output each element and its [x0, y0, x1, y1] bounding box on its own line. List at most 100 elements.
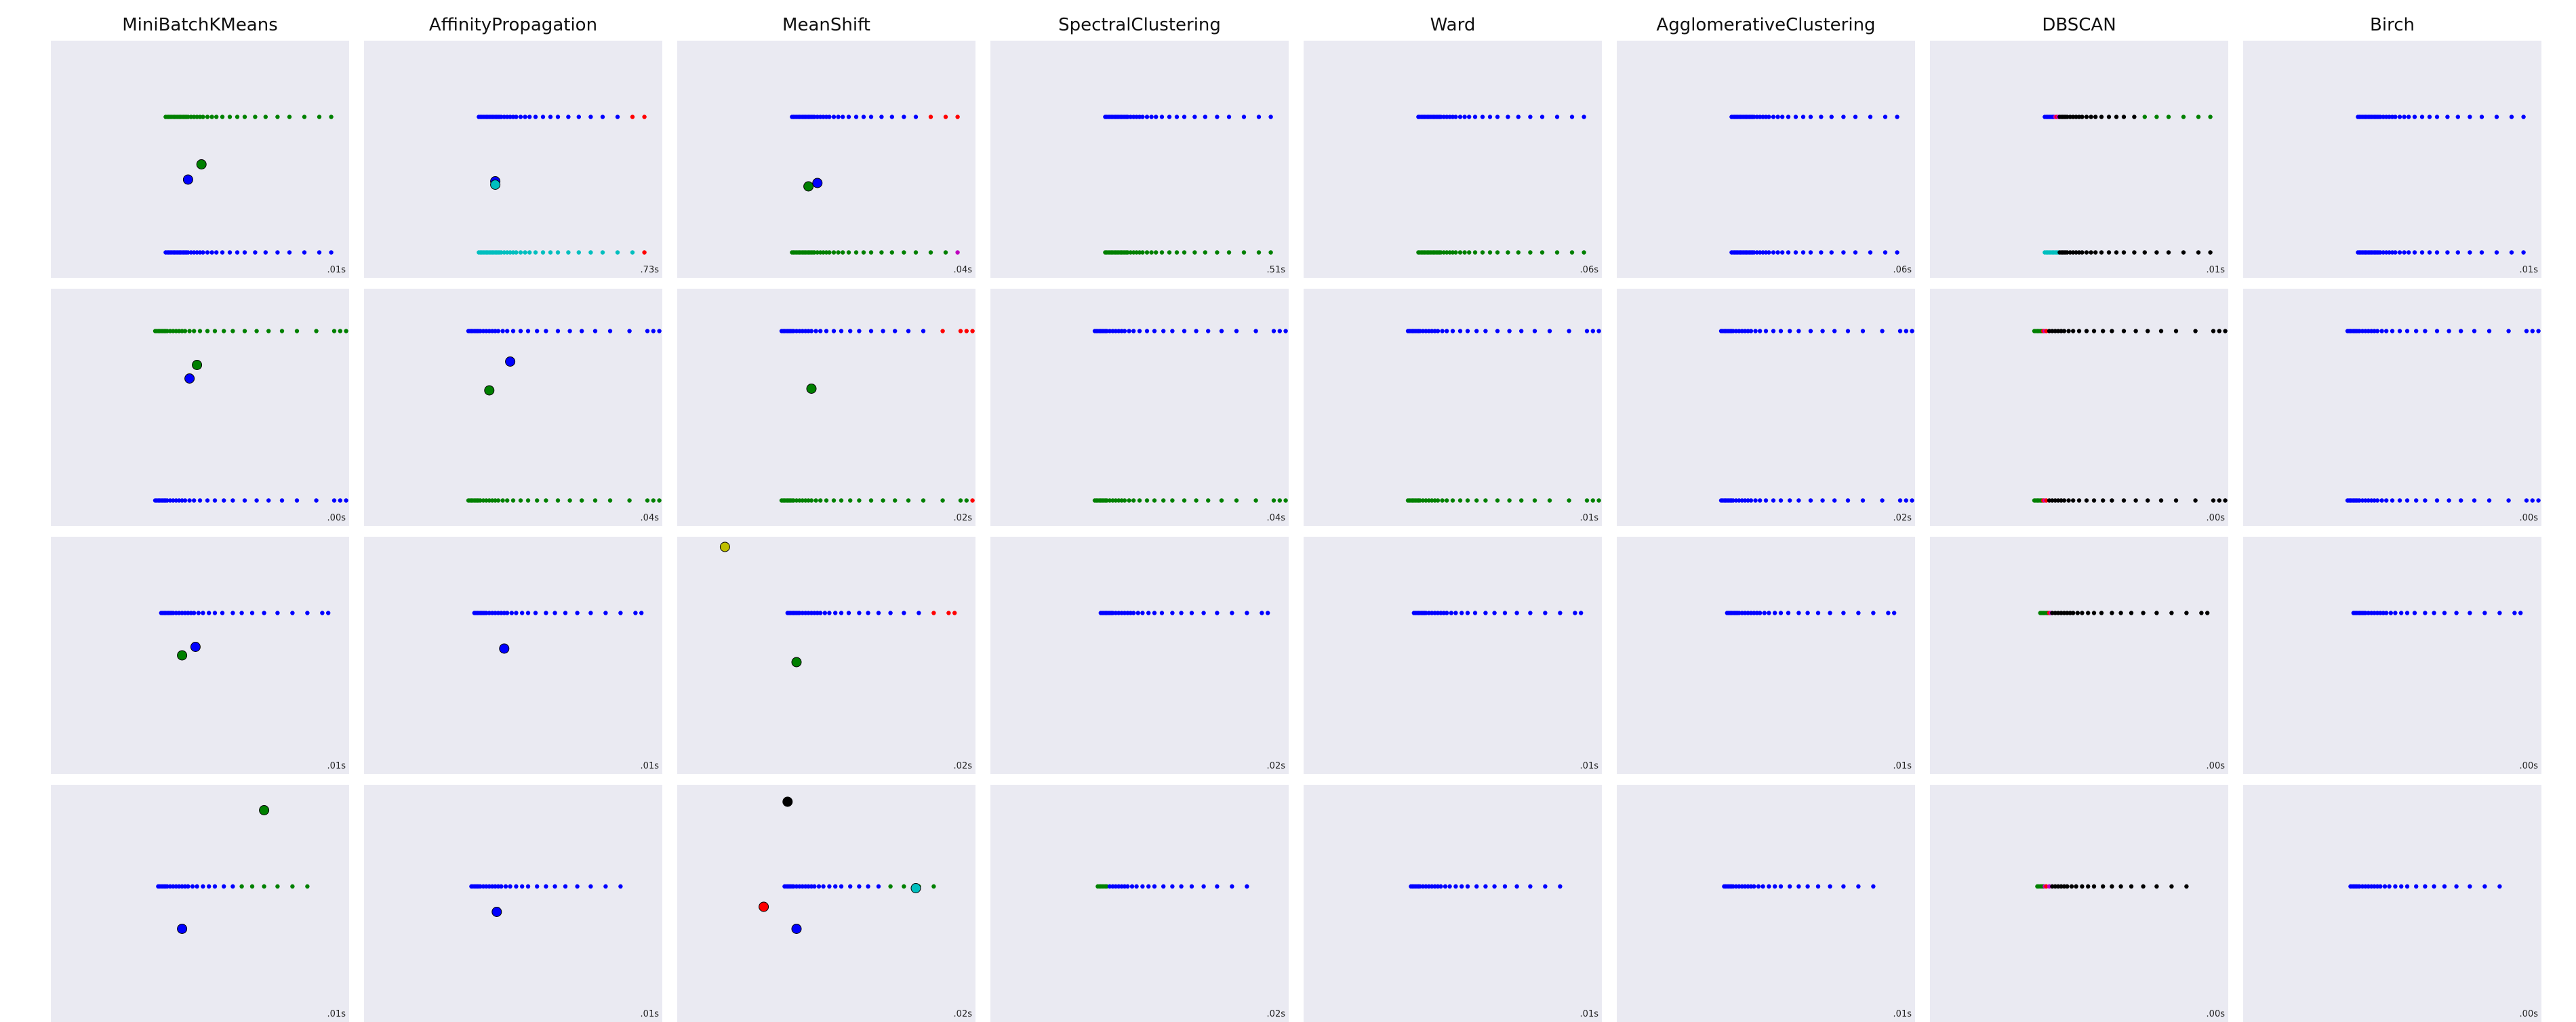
- runtime-label: .01s: [327, 265, 346, 275]
- data-point: [1532, 329, 1537, 333]
- data-point: [1754, 115, 1759, 119]
- data-point: [1737, 884, 1742, 889]
- data-point: [487, 611, 491, 615]
- data-point: [2442, 611, 2447, 615]
- data-point: [1119, 498, 1124, 503]
- data-point: [1135, 611, 1140, 615]
- data-point: [254, 498, 259, 503]
- data-point: [2056, 329, 2061, 333]
- data-point: [651, 498, 656, 503]
- plot-panel: .01s: [364, 785, 662, 1022]
- data-point: [2068, 115, 2072, 119]
- data-point: [1569, 250, 1575, 255]
- data-point: [588, 884, 593, 889]
- data-point: [1904, 329, 1908, 333]
- data-point: [182, 329, 188, 333]
- data-point: [2419, 115, 2425, 119]
- cluster-center: [910, 883, 921, 893]
- data-point: [487, 498, 491, 503]
- data-point: [2404, 884, 2410, 889]
- data-point: [2372, 884, 2377, 889]
- column-title: MeanShift: [782, 15, 870, 35]
- data-point: [314, 498, 319, 503]
- data-point: [1856, 884, 1861, 889]
- data-point: [627, 498, 632, 503]
- data-point: [527, 115, 532, 119]
- data-point: [943, 250, 948, 255]
- data-point: [1829, 115, 1834, 119]
- data-point: [575, 611, 580, 615]
- data-point: [607, 329, 613, 333]
- data-point: [287, 250, 292, 255]
- data-point: [1860, 498, 1866, 503]
- data-point: [1758, 250, 1763, 255]
- data-point: [2482, 611, 2487, 615]
- data-point: [1502, 611, 1508, 615]
- data-point: [1453, 115, 1458, 119]
- data-point: [902, 611, 906, 615]
- data-point: [563, 884, 568, 889]
- data-point: [1554, 250, 1560, 255]
- scatter-plot: [1092, 329, 1288, 503]
- scatter-plot: [1103, 115, 1273, 255]
- runtime-label: .04s: [953, 265, 972, 275]
- data-point: [275, 884, 280, 889]
- data-point: [1116, 498, 1121, 503]
- data-point: [235, 250, 240, 255]
- data-point: [1167, 115, 1172, 119]
- data-point: [1122, 498, 1127, 503]
- plot-panel: .01s: [1930, 41, 2228, 278]
- data-point: [2184, 884, 2189, 889]
- data-point: [1426, 611, 1431, 615]
- data-point: [1131, 115, 1136, 119]
- data-point: [2497, 611, 2502, 615]
- data-point: [1417, 498, 1422, 503]
- data-point: [1871, 611, 1876, 615]
- data-point: [1883, 250, 1888, 255]
- cluster-center: [196, 159, 207, 169]
- data-point: [493, 498, 498, 503]
- cluster-center: [806, 384, 817, 394]
- data-point: [177, 498, 182, 503]
- data-point: [2487, 498, 2492, 503]
- cluster-center: [505, 356, 516, 367]
- data-point: [1748, 611, 1754, 615]
- data-point: [1432, 329, 1437, 333]
- data-point: [2146, 498, 2150, 503]
- data-point: [913, 250, 919, 255]
- data-point: [331, 498, 337, 503]
- data-point: [481, 884, 486, 889]
- data-point: [2530, 329, 2535, 333]
- data-point: [2142, 250, 2147, 255]
- data-point: [970, 498, 975, 503]
- data-point: [1567, 329, 1571, 333]
- data-point: [499, 884, 504, 889]
- data-point: [2432, 884, 2436, 889]
- data-point: [239, 884, 244, 889]
- runtime-label: .01s: [1893, 761, 1912, 771]
- data-point: [1767, 115, 1771, 119]
- data-point: [639, 611, 644, 615]
- data-point: [302, 250, 307, 255]
- data-point: [1125, 884, 1130, 889]
- data-point: [797, 329, 802, 333]
- data-point: [1573, 611, 1577, 615]
- data-point: [1104, 498, 1109, 503]
- data-point: [1543, 611, 1548, 615]
- data-point: [165, 884, 169, 889]
- data-point: [2524, 329, 2529, 333]
- data-point: [2059, 329, 2064, 333]
- data-point: [2084, 250, 2089, 255]
- data-point: [1457, 250, 1463, 255]
- data-point: [1558, 611, 1563, 615]
- data-point: [535, 498, 540, 503]
- data-point: [1516, 250, 1521, 255]
- runtime-label: .01s: [1579, 761, 1598, 771]
- data-point: [2414, 884, 2419, 889]
- data-point: [1737, 498, 1742, 503]
- data-point: [576, 250, 581, 255]
- data-point: [1775, 250, 1780, 255]
- data-point: [2434, 498, 2440, 503]
- plot-panel: .01s: [364, 537, 662, 774]
- data-point: [220, 115, 225, 119]
